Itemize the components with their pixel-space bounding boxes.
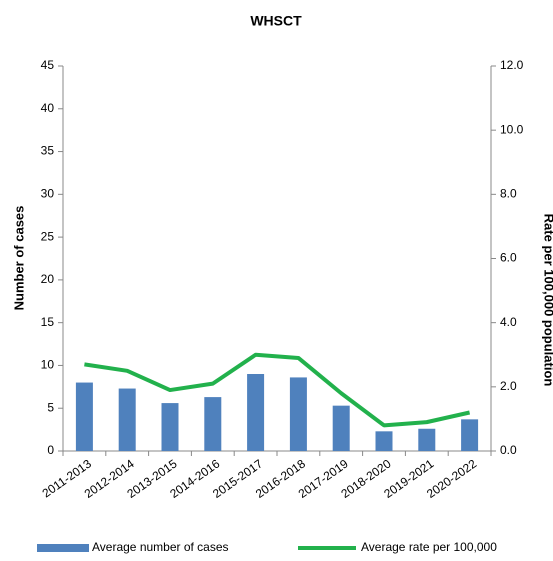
legend-label: Average number of cases: [92, 540, 229, 554]
bar: [332, 405, 350, 451]
bar: [75, 382, 93, 451]
bar: [161, 403, 179, 451]
y2-tick-label: 12.0: [500, 58, 524, 72]
y2-tick-label: 0.0: [500, 443, 517, 457]
bar: [418, 428, 436, 451]
y-tick-label: 20: [41, 272, 55, 286]
bar: [204, 397, 222, 451]
legend-swatch: [37, 544, 89, 552]
y-tick-label: 15: [41, 315, 55, 329]
y2-tick-label: 10.0: [500, 122, 524, 136]
y2-tick-label: 2.0: [500, 379, 517, 393]
y-tick-label: 10: [41, 358, 55, 372]
y-tick-label: 40: [41, 101, 55, 115]
y-tick-label: 0: [47, 443, 54, 457]
y-tick-label: 5: [47, 400, 54, 414]
y2-tick-label: 4.0: [500, 315, 517, 329]
bar: [375, 431, 393, 451]
y2-tick-label: 6.0: [500, 251, 517, 265]
y-axis-title: Number of cases: [11, 206, 26, 311]
bar: [461, 419, 479, 451]
y-tick-label: 30: [41, 187, 55, 201]
bar: [289, 377, 307, 451]
y-tick-label: 25: [41, 229, 55, 243]
chart-title: WHSCT: [250, 13, 302, 29]
y-tick-label: 45: [41, 58, 55, 72]
y2-tick-label: 8.0: [500, 187, 517, 201]
y2-axis-title: Rate per 100,000 population: [542, 214, 553, 387]
bar: [247, 374, 265, 451]
bar: [118, 388, 136, 451]
legend-label: Average rate per 100,000: [361, 540, 497, 554]
y-tick-label: 35: [41, 144, 55, 158]
line: [84, 352, 471, 428]
